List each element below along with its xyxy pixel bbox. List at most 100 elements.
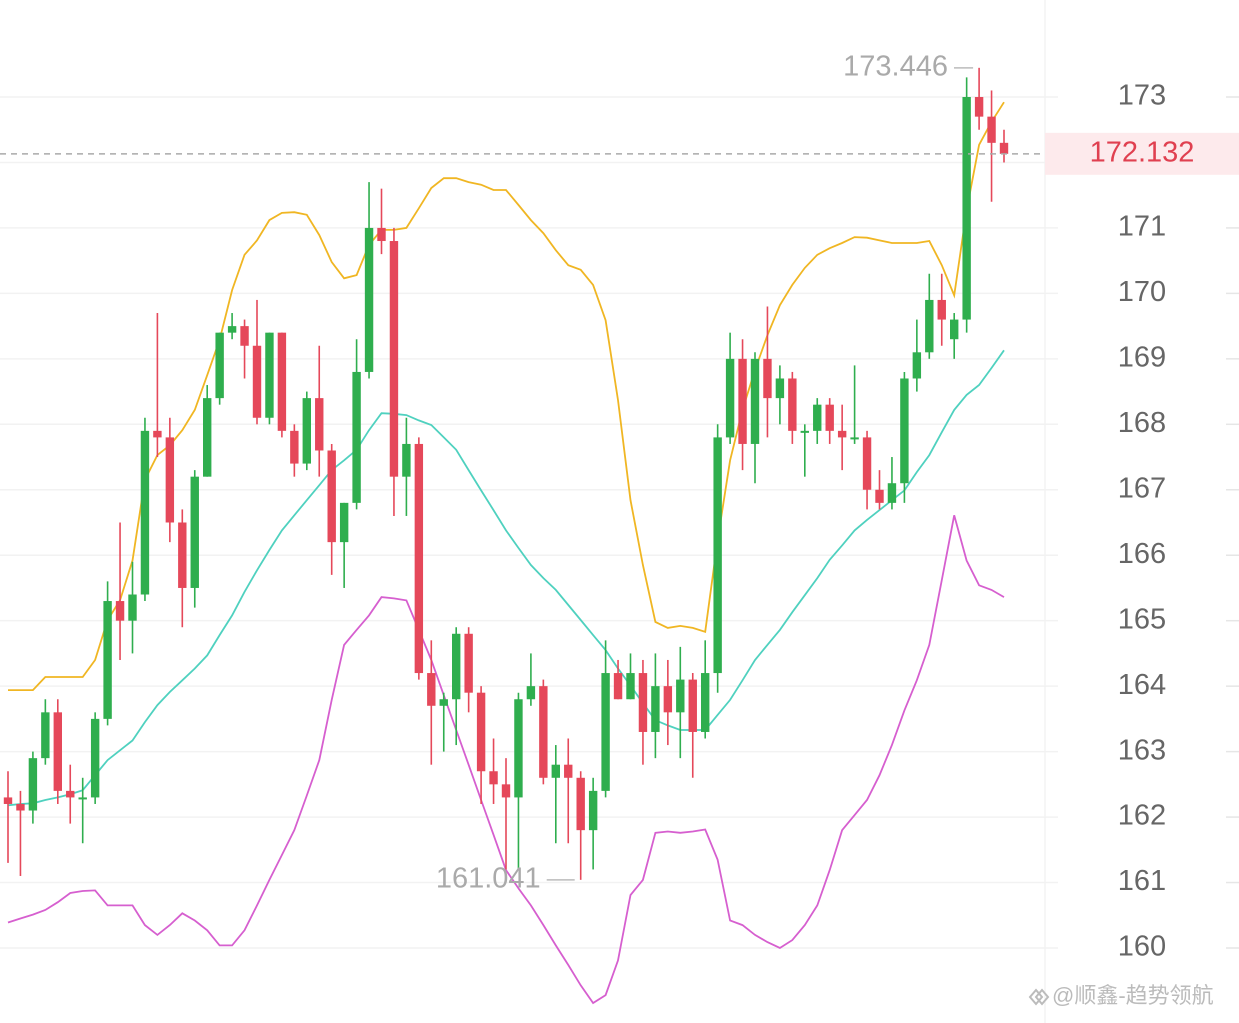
candle-body [140, 430, 150, 595]
candle-body [800, 430, 809, 433]
candle-body [887, 483, 897, 503]
candle-body [813, 404, 822, 431]
candle-body [103, 601, 112, 719]
candle-body [713, 437, 722, 674]
labels: 1601611621631641651661671681691701711721… [0, 50, 1239, 963]
candle-body [165, 437, 175, 523]
candle-body [925, 299, 934, 353]
candle-body [402, 443, 411, 477]
candle-body [576, 777, 585, 831]
candle-body [514, 699, 523, 798]
candle-body [564, 764, 573, 778]
candle-body [215, 332, 224, 399]
candle-body [539, 686, 548, 778]
candle-body [339, 502, 349, 543]
candle-body [178, 522, 187, 588]
candle-body [962, 97, 971, 320]
candle-body [489, 771, 498, 785]
candle-body [66, 790, 75, 798]
candle-body [327, 450, 336, 543]
candle-body [227, 326, 237, 333]
y-tick-label: 164 [1118, 669, 1166, 701]
candle-body [427, 673, 436, 706]
watermark: @顺鑫-趋势领航 [1052, 983, 1214, 1008]
candle-body [377, 227, 386, 242]
watermark-icon [1028, 988, 1050, 1006]
last-price-label: 172.132 [1090, 136, 1195, 168]
candle-body [900, 378, 909, 484]
candle-body [265, 332, 274, 418]
candle-body [90, 718, 100, 798]
candle-body [41, 712, 50, 759]
candle-body [302, 398, 311, 464]
candle-body [701, 673, 710, 732]
y-tick-label: 173 [1118, 80, 1166, 112]
candle-body [115, 601, 125, 621]
candle-body [588, 790, 598, 831]
candle-body [414, 443, 424, 674]
candle-body [16, 803, 25, 811]
candle-body [252, 345, 262, 418]
candle-body [974, 97, 984, 117]
y-tick-label: 165 [1118, 603, 1166, 635]
y-tick-label: 161 [1118, 865, 1166, 897]
candle-body [875, 489, 884, 503]
candle-body [663, 686, 673, 713]
candle-body [788, 378, 797, 431]
candle-body [999, 142, 1009, 154]
candle-body [775, 378, 785, 399]
candle-body [763, 358, 772, 399]
candle-body [688, 679, 697, 732]
candle-body [240, 326, 249, 346]
candle-body [501, 784, 511, 798]
candles [3, 67, 1009, 880]
candle-body [950, 319, 959, 340]
last-price-box [1045, 132, 1239, 175]
candle-body [987, 116, 996, 143]
candle-body [551, 764, 560, 778]
candle-body [476, 692, 486, 772]
candle-body [277, 332, 287, 431]
candle-body [825, 404, 834, 431]
candle-body [850, 437, 859, 440]
candle-body [912, 352, 922, 379]
candle-body [601, 673, 610, 791]
candle-body [464, 633, 473, 693]
candle-body [837, 430, 847, 438]
candle-body [28, 758, 38, 811]
y-tick-label: 171 [1118, 211, 1166, 243]
candle-body [53, 712, 62, 791]
min-marker-label: 161.041 [436, 862, 541, 894]
y-tick-label: 162 [1118, 800, 1166, 832]
candle-body [738, 358, 747, 444]
candle-body [526, 686, 536, 700]
y-tick-label: 170 [1118, 276, 1166, 308]
candle-body [203, 398, 212, 477]
candle-body [613, 673, 623, 700]
candle-body [626, 673, 635, 700]
candle-body [190, 476, 199, 588]
candle-body [862, 437, 872, 490]
y-tick-label: 169 [1118, 342, 1166, 374]
candle-body [3, 797, 13, 804]
candle-body [389, 241, 399, 477]
candle-body [725, 358, 735, 438]
candle-body [750, 358, 760, 444]
y-tick-label: 160 [1118, 931, 1166, 963]
y-tick-label: 166 [1118, 538, 1166, 570]
candle-body [452, 633, 461, 700]
candle-body [651, 686, 660, 732]
candle-body [638, 673, 648, 732]
candle-body [352, 371, 361, 503]
band-line [7, 515, 1005, 1005]
y-tick-label: 168 [1118, 407, 1166, 439]
max-marker-label: 173.446 [843, 50, 948, 82]
band-line [7, 349, 1005, 807]
candle-body [128, 594, 137, 621]
candle-body [290, 430, 299, 464]
candle-body [937, 299, 946, 320]
candle-body [78, 797, 87, 800]
y-tick-label: 167 [1118, 472, 1166, 504]
